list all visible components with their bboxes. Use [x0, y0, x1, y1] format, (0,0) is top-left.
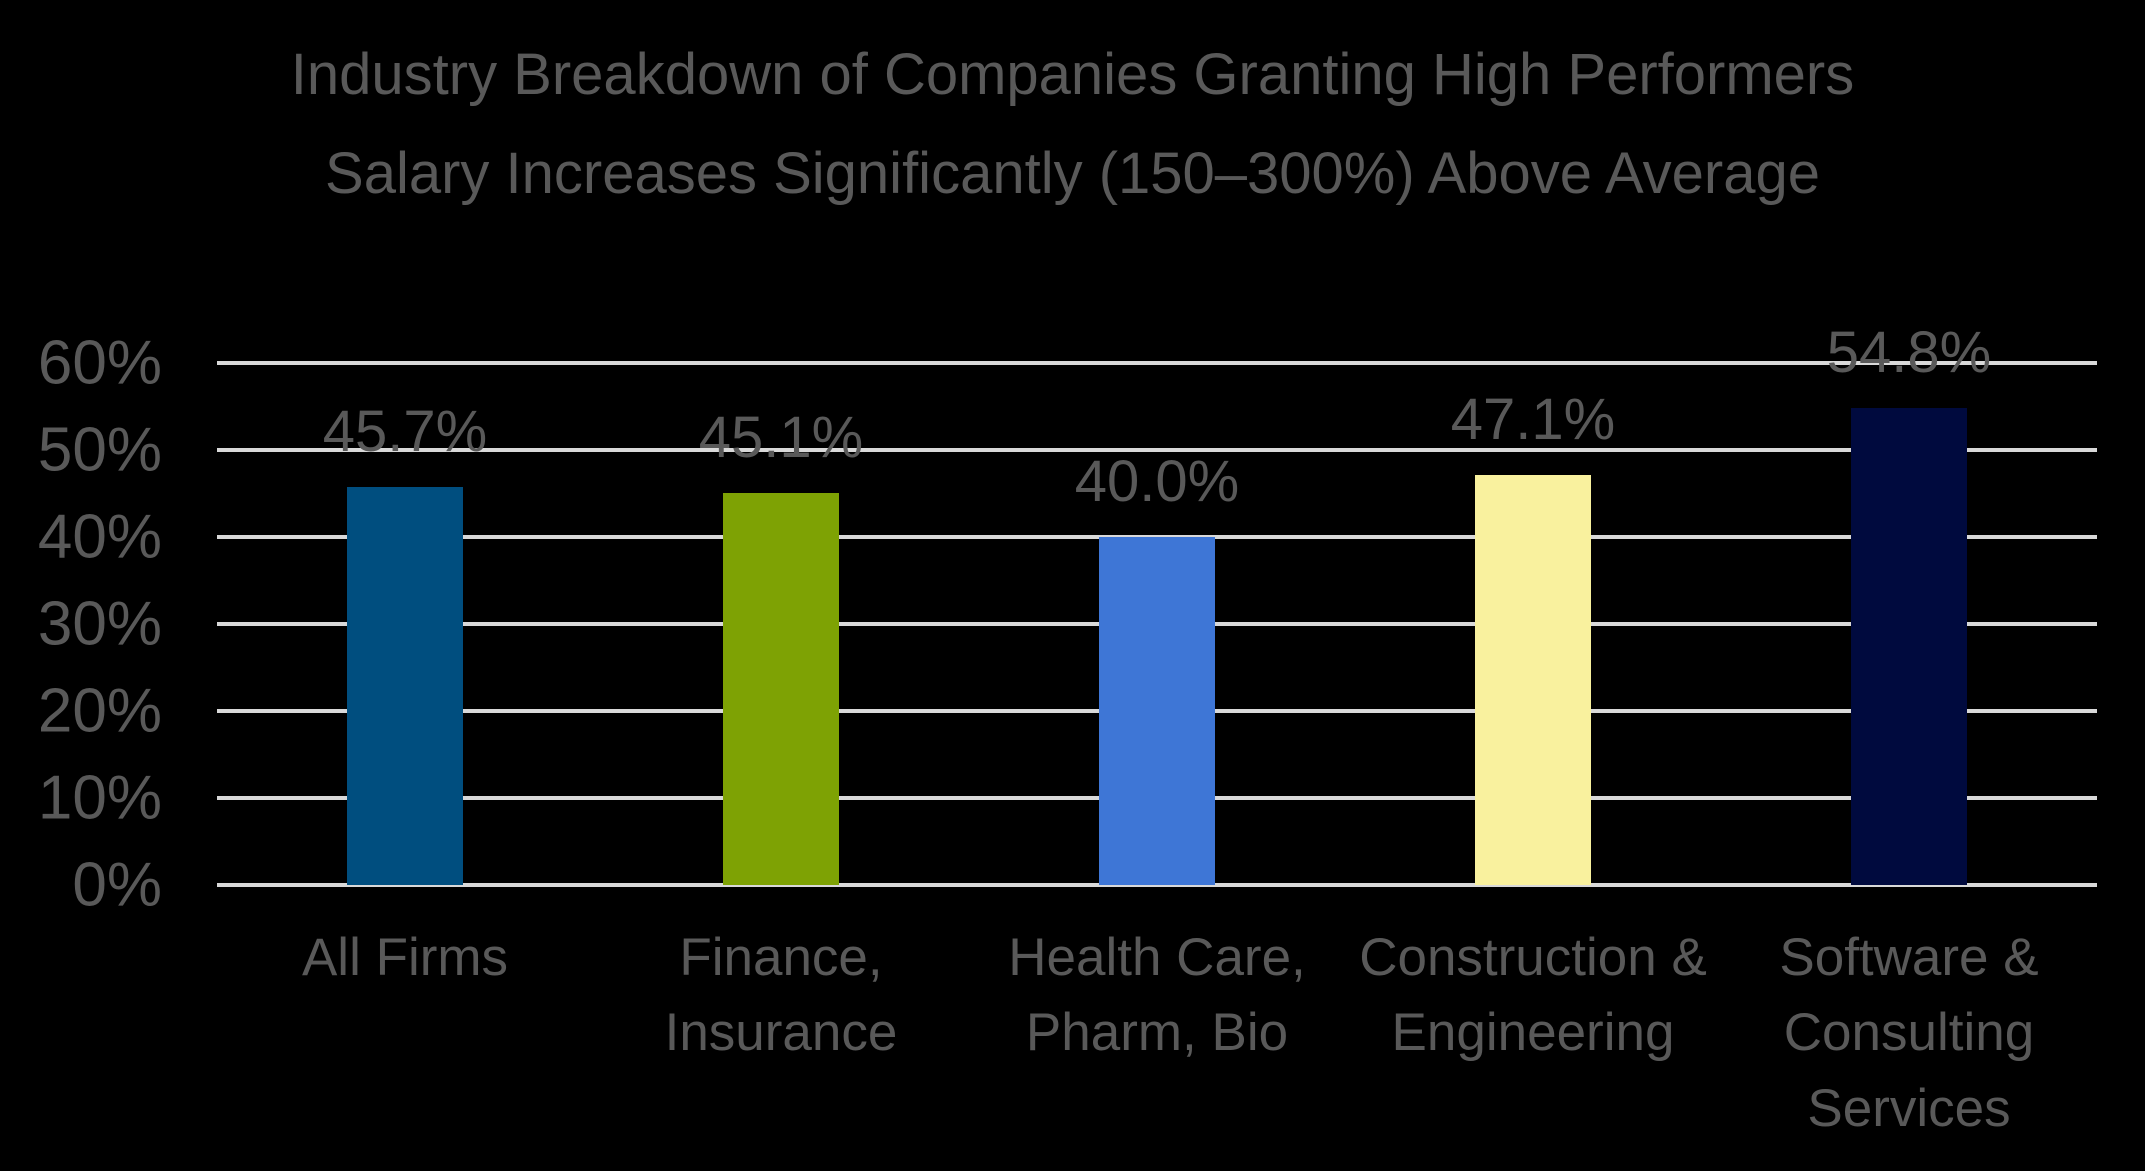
chart-title: Industry Breakdown of Companies Granting… — [290, 42, 1855, 206]
bar — [723, 492, 839, 885]
y-tick-label: 10% — [37, 763, 162, 833]
gridline — [217, 361, 2097, 365]
plot-area: 45.7% 45.1% 40.0% 47.1% 54.8% — [217, 320, 2097, 887]
x-category-label: Finance, Insurance — [664, 928, 898, 1063]
bar-slot: 47.1% — [1345, 363, 1721, 885]
y-tick-label: 0% — [72, 850, 162, 920]
bar — [1475, 475, 1591, 885]
bar — [1099, 537, 1215, 885]
bar — [347, 487, 463, 885]
x-category-label: Construction & Engineering — [1359, 928, 1707, 1063]
bar-value-label: 40.0% — [1074, 449, 1240, 515]
y-tick-label: 60% — [37, 328, 162, 398]
y-tick-label: 50% — [37, 415, 162, 485]
gridline — [217, 448, 2097, 452]
bar-slot: 40.0% — [969, 363, 1345, 885]
y-axis: 0% 10% 20% 30% 40% 50% 60% — [0, 329, 180, 920]
bar-value-label: 47.1% — [1450, 387, 1616, 453]
x-category-label: Health Care, Pharm, Bio — [1008, 928, 1306, 1063]
y-tick-label: 20% — [37, 676, 162, 746]
y-tick-label: 40% — [37, 502, 162, 572]
bar-value-label: 45.1% — [698, 404, 864, 470]
y-tick-label: 30% — [37, 589, 162, 659]
bar-slot: 45.1% — [593, 363, 969, 885]
bar-value-label: 54.8% — [1826, 320, 1992, 386]
bar-slot: 54.8% — [1721, 320, 2097, 885]
bar-value-label: 45.7% — [322, 399, 488, 465]
bar — [1851, 408, 1967, 885]
x-category-label: Software & Consulting Services — [1779, 928, 2039, 1138]
x-category-label: All Firms — [301, 928, 509, 987]
gridline — [217, 883, 2097, 887]
bar-slot: 45.7% — [217, 363, 593, 885]
